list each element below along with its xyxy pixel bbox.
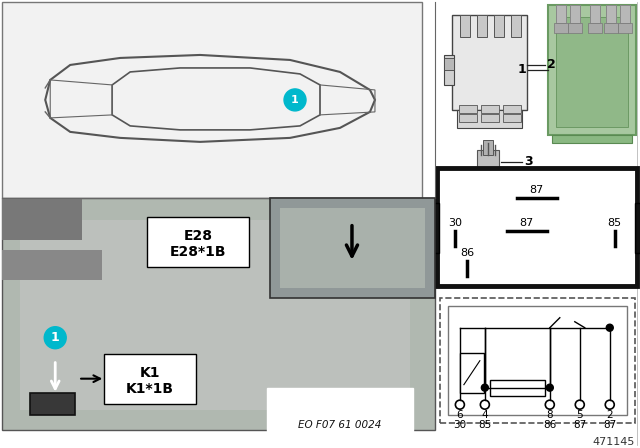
Text: 30: 30	[453, 420, 467, 430]
Bar	[556, 17, 628, 127]
Bar	[503, 114, 521, 122]
Bar	[490, 379, 545, 396]
Bar	[620, 5, 630, 23]
Bar	[604, 23, 618, 33]
Bar	[448, 306, 627, 415]
Bar	[444, 55, 454, 85]
Text: 87: 87	[603, 420, 616, 430]
Bar	[477, 150, 499, 175]
Text: E28: E28	[184, 229, 212, 243]
Bar	[570, 5, 580, 23]
Bar	[494, 15, 504, 37]
Text: 87: 87	[520, 218, 534, 228]
Bar	[460, 15, 470, 37]
Bar	[554, 23, 568, 33]
Bar	[440, 298, 635, 422]
Bar	[503, 105, 521, 113]
Bar	[618, 23, 632, 33]
Text: 2: 2	[607, 409, 613, 420]
Text: K1*1B: K1*1B	[126, 382, 174, 396]
Bar	[477, 15, 487, 37]
Text: 8: 8	[547, 409, 553, 420]
Text: 3: 3	[524, 155, 532, 168]
FancyBboxPatch shape	[104, 354, 196, 404]
Bar	[511, 15, 521, 37]
Bar	[3, 198, 435, 430]
Circle shape	[606, 324, 613, 331]
Bar	[3, 198, 82, 240]
Text: 4: 4	[481, 409, 488, 420]
Text: 1: 1	[517, 64, 526, 77]
Text: EO F07 61 0024: EO F07 61 0024	[298, 420, 381, 430]
Bar	[635, 203, 640, 253]
Circle shape	[481, 384, 488, 391]
Circle shape	[44, 327, 66, 349]
Text: E28*1B: E28*1B	[170, 245, 227, 259]
Text: 1: 1	[291, 95, 299, 105]
Bar	[437, 168, 637, 286]
Bar	[556, 5, 566, 23]
Bar	[548, 5, 636, 135]
Bar	[590, 5, 600, 23]
Text: 87: 87	[573, 420, 586, 430]
Bar	[444, 58, 454, 70]
Bar	[483, 140, 493, 155]
Bar	[460, 353, 484, 392]
Circle shape	[284, 89, 306, 111]
Bar	[459, 105, 477, 113]
Bar	[481, 114, 499, 122]
Bar	[459, 114, 477, 122]
Text: 87: 87	[530, 185, 544, 195]
Bar	[3, 2, 422, 198]
Text: 471145: 471145	[593, 437, 635, 447]
Text: 2: 2	[547, 58, 556, 71]
Text: 86: 86	[460, 248, 474, 258]
Circle shape	[547, 384, 554, 391]
Bar	[270, 198, 435, 298]
Bar	[568, 23, 582, 33]
Bar	[552, 135, 632, 143]
Bar	[605, 5, 616, 23]
Text: 6: 6	[456, 409, 463, 420]
Text: 30: 30	[448, 218, 462, 228]
Bar	[280, 208, 425, 288]
Text: 85: 85	[608, 218, 622, 228]
Bar	[20, 220, 410, 409]
Text: 5: 5	[577, 409, 583, 420]
Text: 1: 1	[51, 331, 60, 344]
Bar	[30, 392, 76, 415]
Bar	[481, 105, 499, 113]
Text: 86: 86	[543, 420, 556, 430]
Text: 85: 85	[478, 420, 492, 430]
Text: K1: K1	[140, 366, 161, 380]
FancyBboxPatch shape	[147, 217, 249, 267]
Bar	[427, 203, 439, 253]
Bar	[457, 110, 522, 128]
Bar	[452, 15, 527, 110]
Bar	[588, 23, 602, 33]
Bar	[3, 250, 102, 280]
